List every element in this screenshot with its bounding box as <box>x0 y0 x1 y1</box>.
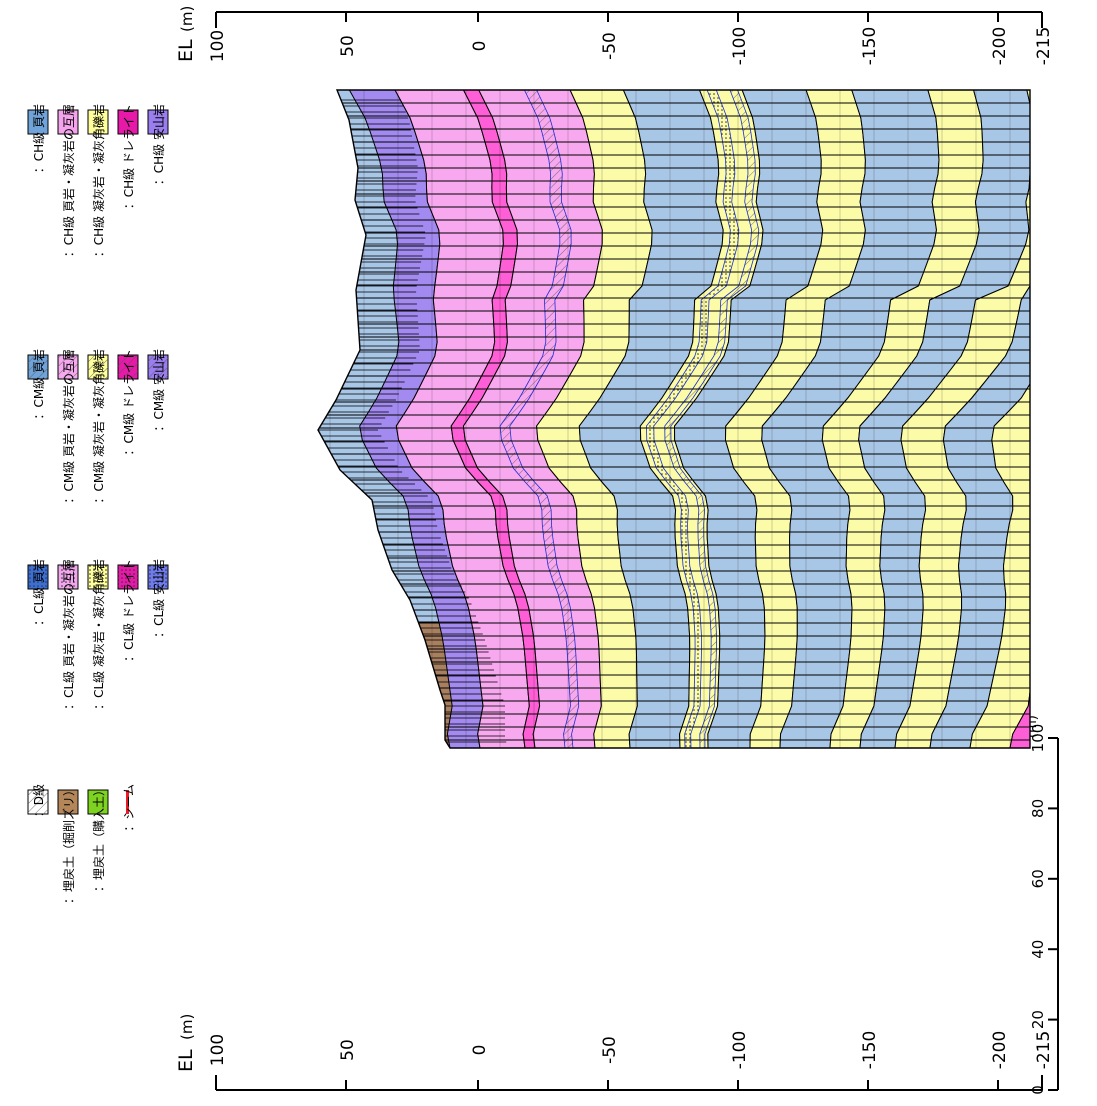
legend-swatch-pattern <box>28 790 48 814</box>
legend-label: ：D級 <box>32 784 46 817</box>
right-axis-el-label: EL <box>175 39 197 62</box>
left-axis-tick-label: 50 <box>338 1039 358 1061</box>
legend-swatch <box>57 789 79 815</box>
right-axis-unit: (m) <box>178 6 196 32</box>
legend-label: ：CH級 頁岩・凝灰岩の互層 <box>61 104 76 257</box>
scale-bar-tick-label: 80 <box>1029 799 1047 818</box>
legend-item: ：CH級 頁岩・凝灰岩の互層 <box>57 104 79 257</box>
legend-swatch-pattern <box>148 565 168 589</box>
section-outline <box>317 89 1031 749</box>
legend-swatch-pattern <box>58 355 78 379</box>
legend-label: ：シーム <box>122 784 136 832</box>
legend-swatch-pattern <box>28 355 48 379</box>
legend-swatch <box>147 109 169 135</box>
legend-label: ：CL級 ドレライト <box>122 559 136 662</box>
legend: ：CH級 頁岩 ：CH級 頁岩・凝灰岩の互層 ：CH級 凝灰岩・凝灰角礫岩 ：CH級 … <box>27 104 169 904</box>
legend-swatch <box>27 109 49 135</box>
legend-swatch-pattern <box>88 565 108 589</box>
legend-swatch-pattern <box>118 565 138 589</box>
legend-swatch-pattern <box>88 355 108 379</box>
left-axis-tick-label: -100 <box>730 1031 750 1070</box>
legend-item: ：CM級 凝灰岩・凝灰角礫岩 <box>87 349 109 504</box>
scale-bar-tick-label: 40 <box>1029 940 1047 959</box>
legend-swatch-pattern <box>148 355 168 379</box>
left-axis-tick-label: -200 <box>990 1031 1010 1070</box>
legend-label: ：CL級 安山岩 <box>151 559 166 638</box>
left-axis-tick-label: -50 <box>600 1036 620 1064</box>
legend-label: ：CL級 頁岩・凝灰岩の互層 <box>61 559 76 710</box>
legend-label: ：CM級 ドレライト <box>122 349 136 456</box>
left-axis-tick-label: -150 <box>860 1031 880 1070</box>
left-axis-tick-label: 100 <box>208 1034 228 1066</box>
legend-label: ：CH級 頁岩 <box>31 104 46 173</box>
legend-swatch-pattern <box>28 565 48 589</box>
legend-item: ：CL級 安山岩 <box>147 559 169 638</box>
lens-dotted-1 <box>646 90 740 748</box>
legend-item: ：CH級 凝灰岩・凝灰角礫岩 <box>87 104 109 257</box>
left-axis-tick-label: -215 <box>1034 1031 1054 1070</box>
legend-swatch-pattern <box>118 355 138 379</box>
legend-label: ：CH級 安山岩 <box>151 104 166 185</box>
legend-item: ：CL級 ドレライト <box>117 559 139 662</box>
legend-label: ：埋戻土（掘削ズリ） <box>61 784 76 904</box>
right-axis-tick-label: 50 <box>338 35 358 57</box>
legend-swatch <box>117 109 139 135</box>
legend-item: ：CM級 ドレライト <box>117 349 139 456</box>
legend-item: ：CL級 頁岩・凝灰岩の互層 <box>57 559 79 710</box>
legend-label: ：CH級 ドレライト <box>122 104 136 209</box>
legend-item: ：CL級 頁岩 <box>27 559 49 626</box>
legend-item: ：CL級 凝灰岩・凝灰角礫岩 <box>87 559 109 710</box>
scale-bar-tick-label: 0 <box>1029 1085 1047 1095</box>
right-axis-tick-label: -215 <box>1034 27 1054 66</box>
legend-label: ：CL級 凝灰岩・凝灰角礫岩 <box>91 559 106 710</box>
legend-item: ：埋戻土（購入土） <box>87 784 109 892</box>
legend-swatch <box>87 789 109 815</box>
legend-item: ：CM級 頁岩・凝灰岩の互層 <box>57 349 79 504</box>
scale-bar-tick-label: 100 <box>1029 724 1047 753</box>
lens-hatched-2 <box>664 90 760 748</box>
legend-item: ：CH級 頁岩 <box>27 104 49 173</box>
scale-bar-tick-label: 60 <box>1029 869 1047 888</box>
legend-item: ：D級 <box>27 784 49 817</box>
right-axis-tick-label: -100 <box>730 27 750 66</box>
left-axis-unit: (m) <box>178 1014 196 1040</box>
lens-hatched-1 <box>499 90 580 748</box>
legend-item: ：CM級 頁岩 <box>27 349 49 420</box>
right-axis-tick-label: -50 <box>600 32 620 60</box>
right-axis-tick-label: 0 <box>470 41 490 52</box>
legend-label: ：CL級 頁岩 <box>31 559 46 626</box>
legend-swatch-pattern <box>58 565 78 589</box>
legend-item: ：CM級 安山岩 <box>147 349 169 432</box>
legend-swatch <box>57 109 79 135</box>
geologic-section <box>317 89 1031 749</box>
legend-label: ：CM級 凝灰岩・凝灰角礫岩 <box>91 349 106 504</box>
legend-item: ：CH級 安山岩 <box>147 104 169 185</box>
legend-label: ：CH級 凝灰岩・凝灰角礫岩 <box>91 104 106 257</box>
legend-label: ：CM級 頁岩・凝灰岩の互層 <box>61 349 76 504</box>
left-el-axis: 100 50 0 -50 -100 -150 -200 -215 EL (m) <box>175 1014 1054 1091</box>
right-axis-tick-label: 100 <box>208 30 228 62</box>
right-axis-tick-label: -150 <box>860 27 880 66</box>
right-axis-tick-label: -200 <box>990 27 1010 66</box>
stratum-tuff-6 <box>969 90 1030 748</box>
legend-label: ：埋戻土（購入土） <box>92 784 106 892</box>
legend-item: ：埋戻土（掘削ズリ） <box>57 784 79 904</box>
legend-swatch <box>87 109 109 135</box>
legend-label: ：CM級 頁岩 <box>31 349 46 420</box>
left-axis-tick-label: 0 <box>470 1045 490 1056</box>
right-el-axis: 100 50 0 -50 -100 -150 -200 -215 EL (m) <box>175 6 1054 66</box>
legend-label: ：CM級 安山岩 <box>151 349 166 432</box>
legend-item: ：CH級 ドレライト <box>117 104 139 209</box>
legend-swatch-seam <box>126 790 129 814</box>
scale-bar-tick-label: 20 <box>1029 1010 1047 1029</box>
legend-item: ：シーム <box>122 784 136 832</box>
left-axis-el-label: EL <box>175 1049 197 1072</box>
